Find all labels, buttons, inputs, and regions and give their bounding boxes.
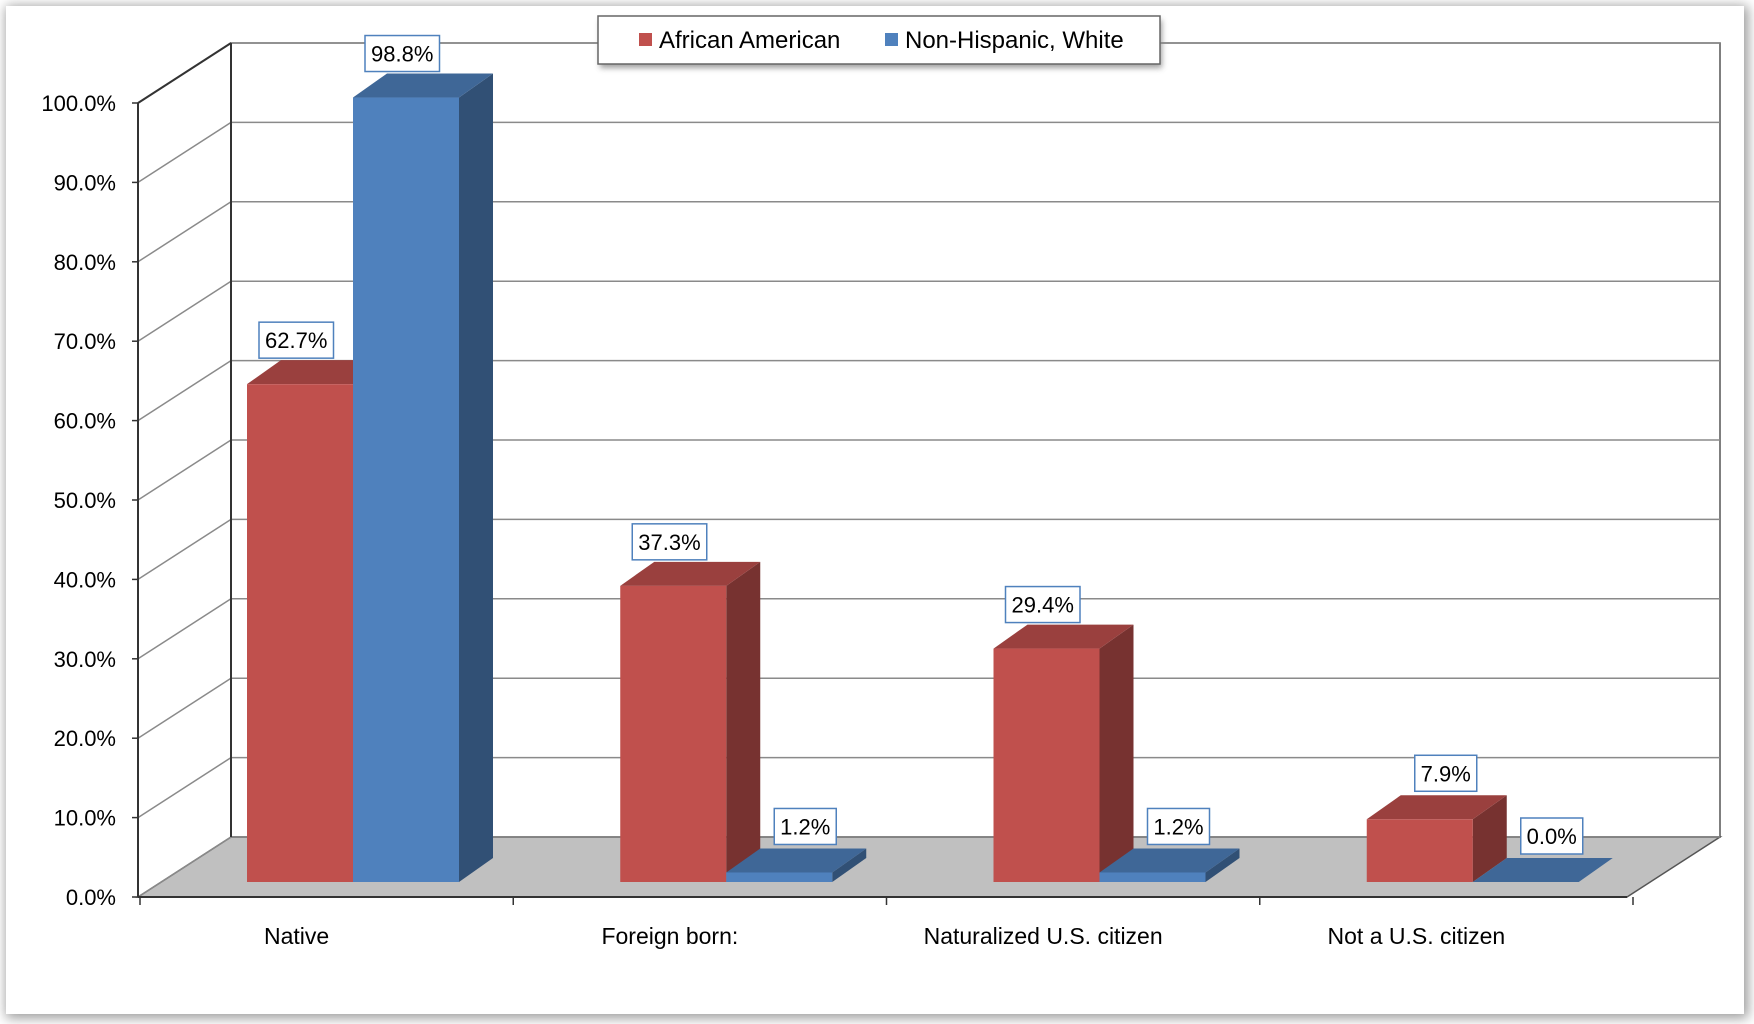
bar-side xyxy=(1099,624,1134,882)
bar-front xyxy=(726,872,833,882)
x-tick-label: Not a U.S. citizen xyxy=(1328,923,1506,949)
bar-front xyxy=(993,648,1100,882)
data-label-box xyxy=(258,321,335,359)
legend: African American Non-Hispanic, White xyxy=(597,15,1162,68)
gridline-side xyxy=(137,280,232,342)
x-tick-label: Native xyxy=(264,923,329,949)
gridline-side xyxy=(137,598,232,660)
data-label: 98.8% xyxy=(364,34,441,73)
bar-top xyxy=(353,73,493,98)
y-tick-label: 10.0% xyxy=(54,806,116,831)
data-label-box xyxy=(773,807,837,846)
y-tick-label: 60.0% xyxy=(54,409,116,434)
data-label-box xyxy=(631,523,708,561)
legend-swatch-non-hispanic-white xyxy=(885,33,898,46)
x-tick-label: Foreign born: xyxy=(601,923,738,949)
y-tick-label: 50.0% xyxy=(54,488,116,513)
y-tick-label: 70.0% xyxy=(54,329,116,354)
y-axis-top-edge xyxy=(137,42,232,104)
bar-african-american xyxy=(1366,795,1507,882)
y-tick-label: 0.0% xyxy=(66,885,116,910)
legend-label-non-hispanic-white: Non-Hispanic, White xyxy=(905,27,1124,54)
data-label-text: 37.3% xyxy=(638,530,700,555)
data-label-text: 98.8% xyxy=(371,42,433,67)
bar-top xyxy=(620,561,761,586)
bar-front xyxy=(1099,872,1206,882)
legend-swatch-african-american xyxy=(639,33,652,46)
data-label-text: 62.7% xyxy=(265,328,327,353)
data-label-box xyxy=(1004,585,1081,624)
data-label-text: 7.9% xyxy=(1421,761,1471,786)
data-label: 0.0% xyxy=(1520,817,1584,855)
gridline-side xyxy=(137,836,232,898)
bar-top xyxy=(726,848,867,873)
gridline-side xyxy=(137,201,232,263)
y-tick-label: 80.0% xyxy=(54,250,116,275)
data-label-box xyxy=(1146,807,1211,846)
data-label-text: 0.0% xyxy=(1527,824,1577,849)
data-label-box xyxy=(1520,817,1584,855)
data-label-text: 1.2% xyxy=(780,814,830,839)
bar-front xyxy=(247,384,353,882)
bar-top xyxy=(993,624,1134,649)
data-label-text: 1.2% xyxy=(1153,814,1203,839)
data-label-box xyxy=(364,34,441,73)
legend-label-african-american: African American xyxy=(659,27,840,54)
bar-side xyxy=(1205,848,1240,882)
bar-top xyxy=(1366,795,1507,820)
bar-african-american xyxy=(993,624,1134,882)
gridline-side xyxy=(137,677,232,739)
bar-side xyxy=(832,848,867,882)
data-label: 37.3% xyxy=(631,523,708,561)
bar-non-hispanic-white xyxy=(1472,858,1613,882)
bar-side xyxy=(726,561,761,882)
bar-side xyxy=(1472,795,1507,882)
data-label: 62.7% xyxy=(258,321,335,359)
bar-non-hispanic-white xyxy=(1099,848,1240,882)
gridline-side xyxy=(137,439,232,501)
data-label-text: 29.4% xyxy=(1012,593,1074,618)
data-label: 29.4% xyxy=(1004,585,1081,624)
data-label: 7.9% xyxy=(1414,754,1478,793)
gridline-side xyxy=(137,756,232,819)
y-tick-label: 40.0% xyxy=(54,567,116,592)
bar-non-hispanic-white xyxy=(353,73,493,882)
gridline-side xyxy=(137,121,232,184)
y-tick-label: 20.0% xyxy=(54,726,116,751)
data-label-box xyxy=(1414,754,1478,793)
y-tick-label: 100.0% xyxy=(41,91,116,116)
y-tick-label: 90.0% xyxy=(54,170,116,195)
bar-top xyxy=(247,360,387,385)
bar-african-american xyxy=(620,561,761,882)
bar-non-hispanic-white xyxy=(726,848,867,882)
gridline-side xyxy=(137,518,232,581)
bar-front xyxy=(620,585,727,882)
x-tick-label: Naturalized U.S. citizen xyxy=(924,923,1163,949)
y-tick-label: 30.0% xyxy=(54,647,116,672)
bar-top xyxy=(1099,848,1240,873)
bar-side xyxy=(459,73,493,882)
bar-front xyxy=(353,97,459,882)
gridline-side xyxy=(137,359,232,422)
bar-front xyxy=(1366,819,1473,882)
data-label: 1.2% xyxy=(773,807,837,846)
bar-top xyxy=(1472,858,1613,882)
data-label: 1.2% xyxy=(1146,807,1211,846)
